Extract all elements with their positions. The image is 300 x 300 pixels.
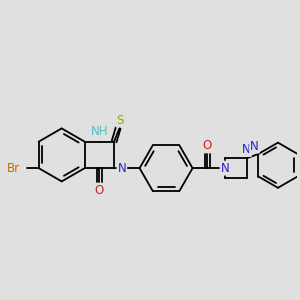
Text: N: N	[242, 143, 251, 156]
Text: N: N	[250, 140, 259, 153]
Text: S: S	[116, 114, 124, 127]
Text: NH: NH	[91, 125, 108, 138]
Text: N: N	[118, 162, 126, 175]
Text: O: O	[203, 139, 212, 152]
Text: Br: Br	[7, 162, 20, 175]
Text: O: O	[95, 184, 104, 197]
Text: N: N	[220, 162, 229, 175]
